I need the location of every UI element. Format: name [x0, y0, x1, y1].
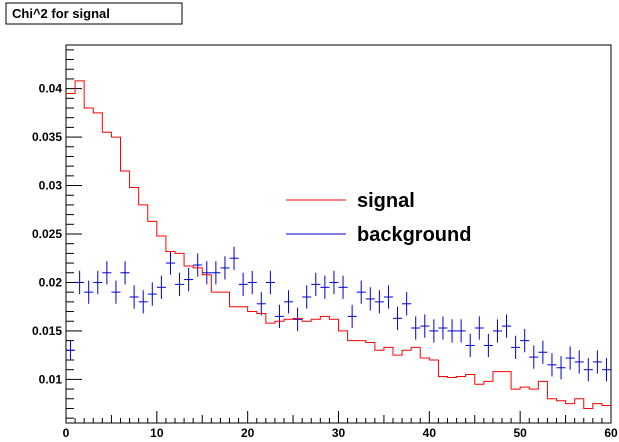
x-tick-label: 10: [150, 426, 164, 440]
background-point: [284, 290, 294, 314]
background-point: [84, 280, 94, 304]
background-point: [138, 290, 148, 314]
background-point: [193, 253, 203, 277]
background-point: [120, 261, 130, 285]
y-tick-label: 0.035: [32, 130, 62, 144]
background-point: [102, 261, 112, 285]
background-point: [601, 358, 611, 382]
background-point: [184, 267, 194, 292]
background-point: [293, 307, 303, 331]
background-point: [556, 356, 566, 380]
legend-background-label: background: [357, 224, 471, 246]
background-point: [383, 285, 393, 309]
background-point: [165, 251, 175, 275]
background-point: [175, 272, 185, 297]
x-tick-label: 60: [604, 426, 618, 440]
background-point: [592, 350, 602, 374]
x-tick-label: 20: [241, 426, 255, 440]
background-point: [447, 319, 457, 343]
x-tick-label: 30: [332, 426, 346, 440]
y-tick-label: 0.03: [39, 179, 63, 193]
background-point: [247, 270, 257, 295]
background-point: [402, 292, 412, 316]
background-series: [66, 246, 611, 382]
title-box-frame: [5, 2, 183, 25]
background-point: [438, 316, 448, 340]
background-point: [75, 270, 85, 295]
background-point: [347, 304, 357, 329]
background-point: [202, 261, 212, 285]
background-point: [492, 319, 502, 343]
background-point: [420, 314, 430, 338]
background-point: [66, 340, 76, 360]
background-point: [529, 345, 539, 369]
background-point: [156, 275, 166, 299]
background-point: [511, 335, 521, 360]
y-tick-label: 0.01: [39, 372, 63, 386]
background-point: [547, 353, 557, 377]
background-point: [565, 346, 575, 370]
y-tick-label: 0.04: [39, 82, 63, 96]
background-point: [147, 282, 157, 306]
legend-signal-label: signal: [357, 190, 415, 212]
background-point: [93, 270, 103, 295]
y-tick-label: 0.02: [39, 275, 63, 289]
signal-series-line: [66, 80, 611, 409]
background-point: [574, 350, 584, 374]
background-point: [393, 306, 403, 330]
y-axis-tick-labels: 0.01 0.015 0.02 0.025 0.03 0.035 0.04: [32, 82, 62, 387]
background-point: [538, 340, 548, 364]
x-tick-label: 50: [513, 426, 527, 440]
background-point: [583, 358, 593, 382]
x-axis-ticks: [65, 411, 612, 423]
background-point: [129, 285, 139, 309]
background-point: [265, 270, 275, 295]
background-point: [229, 246, 239, 270]
background-point: [274, 304, 284, 329]
x-axis-tick-labels: 0 10 20 30 40 50 60: [63, 426, 618, 440]
background-point: [411, 316, 421, 340]
x-tick-label: 40: [423, 426, 437, 440]
y-axis-ticks: [66, 49, 82, 419]
background-point: [520, 328, 530, 353]
background-point: [502, 314, 512, 338]
background-point: [302, 285, 312, 309]
x-tick-label: 0: [63, 426, 70, 440]
legend: signal background: [286, 190, 471, 246]
chart-title: Chi^2 for signal: [12, 6, 110, 21]
background-point: [238, 272, 248, 297]
background-point: [365, 287, 375, 311]
background-point: [111, 280, 121, 304]
background-point: [211, 261, 221, 285]
title-box: Chi^2 for signal: [5, 2, 183, 25]
background-point: [311, 272, 321, 297]
background-point: [374, 290, 384, 314]
background-point: [456, 319, 466, 343]
background-point: [338, 275, 348, 299]
background-point: [474, 316, 484, 340]
y-tick-label: 0.025: [32, 227, 62, 241]
background-point: [329, 270, 339, 295]
background-point: [429, 319, 439, 343]
y-tick-label: 0.015: [32, 324, 62, 338]
background-point: [256, 292, 266, 316]
background-point: [465, 333, 475, 358]
background-point: [356, 280, 366, 304]
background-point: [320, 275, 330, 299]
background-point: [483, 333, 493, 358]
background-point: [220, 256, 230, 280]
